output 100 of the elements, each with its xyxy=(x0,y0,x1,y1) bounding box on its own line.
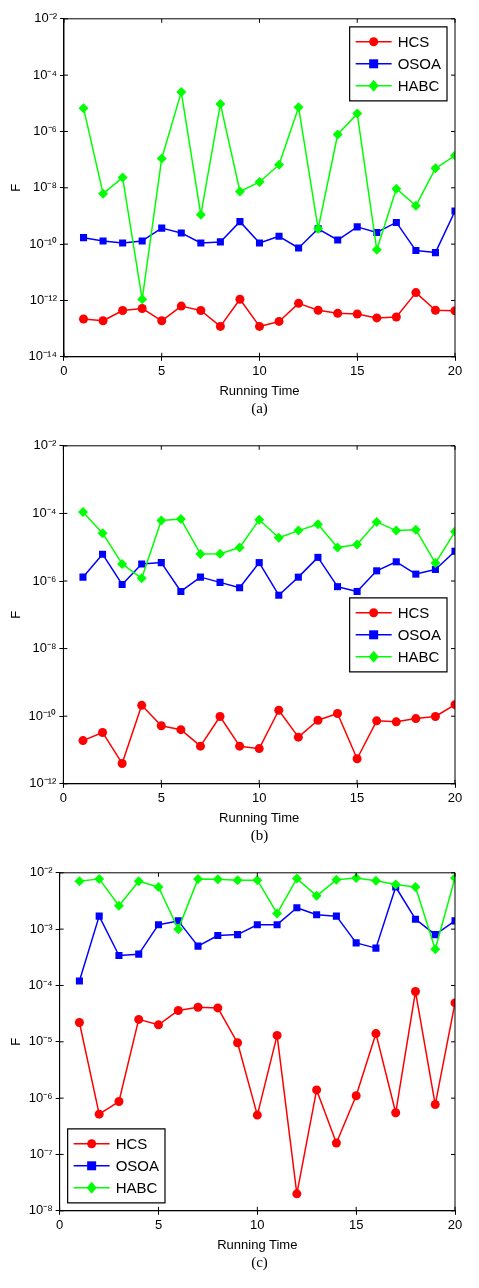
point xyxy=(253,921,261,929)
point xyxy=(216,578,224,586)
point xyxy=(411,915,419,923)
text: (b) xyxy=(249,827,270,844)
point xyxy=(233,1038,243,1048)
point xyxy=(430,1100,440,1110)
point xyxy=(254,321,264,331)
x-tick-label: 15 xyxy=(348,1217,364,1233)
point xyxy=(391,525,402,536)
point xyxy=(431,931,439,939)
x-tick-label: 15 xyxy=(349,790,365,806)
point xyxy=(113,900,124,911)
point xyxy=(235,741,245,751)
point xyxy=(410,200,421,211)
legend-label: HABC xyxy=(397,76,440,94)
point xyxy=(95,912,103,920)
point xyxy=(79,573,87,581)
y-tick-label: 10⁻⁴ xyxy=(28,977,53,993)
x-tick-label: 10 xyxy=(252,363,267,379)
point xyxy=(412,570,420,578)
x-tick-label: 5 xyxy=(158,363,166,379)
point xyxy=(114,1097,124,1107)
point xyxy=(333,583,342,591)
point xyxy=(391,1108,401,1118)
point xyxy=(196,573,204,581)
point xyxy=(331,1138,341,1148)
point xyxy=(234,186,245,197)
point xyxy=(410,881,421,892)
y-axis-title: F xyxy=(8,183,24,192)
point xyxy=(313,911,321,919)
x-tick-label: 10 xyxy=(251,790,267,806)
point xyxy=(431,565,439,573)
point xyxy=(117,172,128,183)
point xyxy=(176,725,186,735)
x-tick-label: 20 xyxy=(447,790,463,806)
legend-label: HABC xyxy=(397,647,440,665)
point xyxy=(430,163,441,174)
point xyxy=(234,931,242,939)
point xyxy=(370,875,381,886)
point xyxy=(176,301,186,311)
point xyxy=(273,921,281,929)
y-tick-label: 10⁻⁷ xyxy=(29,1146,53,1162)
point xyxy=(137,700,147,710)
point xyxy=(352,108,363,119)
point xyxy=(431,249,439,257)
legend-label: OSOA xyxy=(397,54,442,72)
y-tick-label: 10⁻² xyxy=(33,437,58,453)
point xyxy=(177,229,185,237)
point xyxy=(156,515,167,526)
point xyxy=(311,890,322,901)
point xyxy=(274,316,284,326)
point xyxy=(99,550,107,558)
point xyxy=(78,736,88,746)
point xyxy=(138,560,146,568)
point xyxy=(215,98,226,109)
point xyxy=(430,712,440,721)
point xyxy=(295,244,303,252)
point xyxy=(351,1091,361,1101)
point xyxy=(391,183,402,194)
y-tick-label: 10⁻¹⁴ xyxy=(28,348,57,364)
x-tick-label: 20 xyxy=(447,363,463,379)
point xyxy=(352,754,362,764)
point xyxy=(134,1014,144,1024)
point xyxy=(430,558,441,569)
point xyxy=(194,942,202,950)
point xyxy=(197,239,205,247)
point xyxy=(118,580,126,588)
point xyxy=(333,308,343,318)
point xyxy=(255,239,264,247)
point xyxy=(274,159,285,170)
point xyxy=(294,298,304,308)
point xyxy=(352,309,362,319)
y-tick-label: 10⁻⁸ xyxy=(32,640,57,656)
point xyxy=(193,1002,203,1012)
x-axis-title: Running Time xyxy=(219,809,300,825)
point xyxy=(272,908,283,919)
point xyxy=(213,1003,223,1013)
point xyxy=(351,872,362,883)
legend-label: HABC xyxy=(115,1178,158,1196)
point xyxy=(353,223,361,231)
point xyxy=(173,924,184,935)
point xyxy=(99,237,107,245)
point xyxy=(195,548,206,559)
point xyxy=(255,559,263,567)
point xyxy=(235,294,245,304)
point xyxy=(313,715,323,725)
point xyxy=(291,873,302,884)
text: (c) xyxy=(250,1254,269,1271)
point xyxy=(412,247,420,255)
point xyxy=(372,944,380,952)
point xyxy=(293,732,303,742)
point xyxy=(232,875,243,886)
point xyxy=(332,129,343,140)
point xyxy=(372,313,382,323)
point xyxy=(272,1030,282,1040)
point xyxy=(177,587,185,596)
point xyxy=(153,1020,163,1030)
point xyxy=(252,1110,262,1120)
point xyxy=(274,705,284,715)
point xyxy=(411,714,421,724)
